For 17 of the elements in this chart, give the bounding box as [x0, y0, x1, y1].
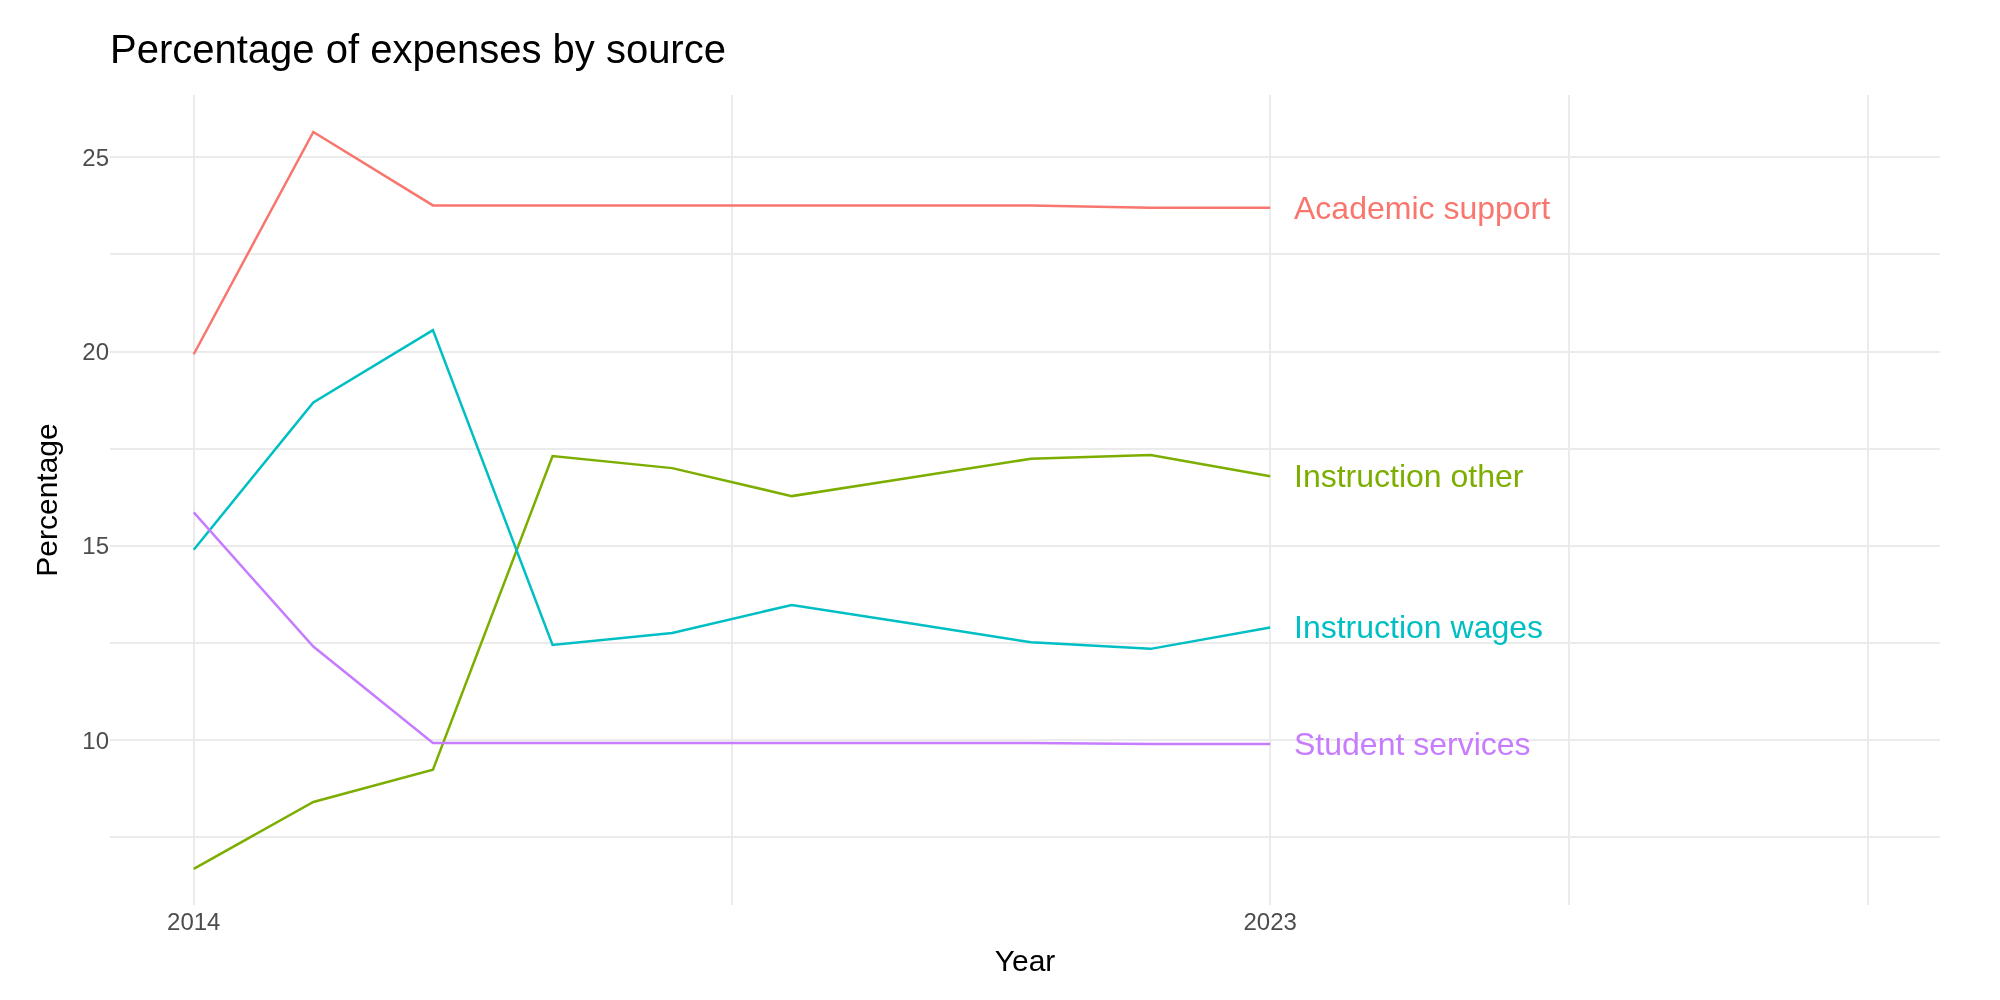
line-series — [192, 453, 1272, 871]
y-axis-title: Percentage — [30, 423, 64, 577]
line-series — [192, 511, 1272, 746]
chart-title: Percentage of expenses by source — [110, 27, 726, 71]
y-tick-label: 20 — [82, 337, 109, 365]
y-tick-label: 25 — [82, 143, 109, 171]
line-series — [192, 328, 1272, 651]
y-tick-label: 10 — [82, 726, 109, 754]
line-series — [192, 130, 1272, 356]
series-label: Student services — [1294, 726, 1531, 762]
series-label: Instruction other — [1294, 458, 1524, 494]
x-tick-label: 2014 — [167, 908, 221, 935]
x-axis-title: Year — [994, 943, 1056, 977]
series-label: Academic support — [1294, 190, 1551, 226]
series-label: Instruction wages — [1294, 609, 1544, 645]
y-tick-label: 15 — [82, 532, 109, 560]
x-tick-label: 2023 — [1243, 908, 1297, 935]
